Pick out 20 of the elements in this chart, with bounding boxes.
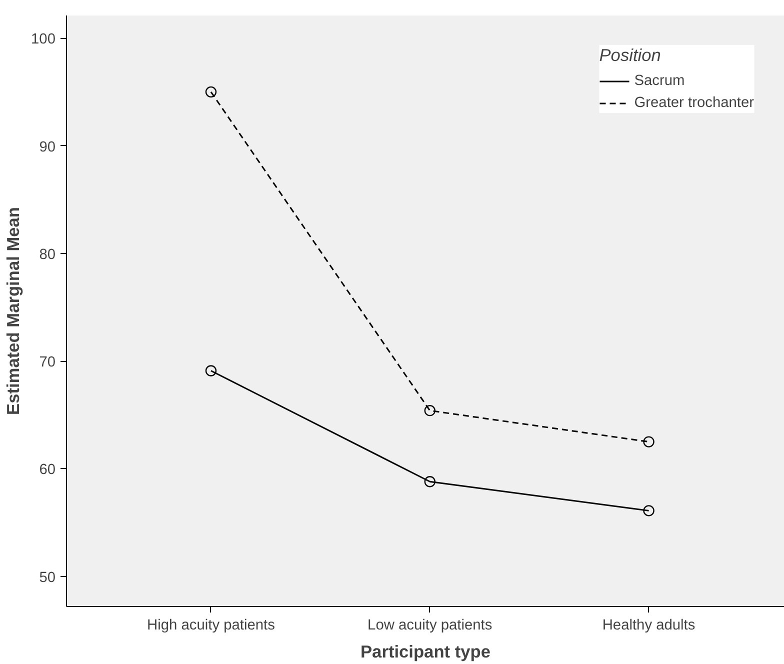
x-tick-label: Low acuity patients — [368, 618, 492, 634]
y-tick-label: 100 — [31, 32, 56, 48]
y-tick-label: 50 — [39, 570, 56, 586]
y-axis-title: Estimated Marginal Mean — [3, 206, 24, 415]
legend-label: Sacrum — [634, 73, 685, 89]
point — [643, 436, 654, 448]
point — [643, 505, 654, 516]
y-tick-label: 60 — [39, 462, 56, 478]
x-tick-label: High acuity patients — [147, 618, 275, 634]
point — [424, 476, 436, 488]
y-tick-label: 90 — [39, 139, 56, 156]
point — [205, 365, 217, 376]
y-tick-label: 70 — [39, 354, 56, 371]
y-tick-label: 80 — [39, 246, 56, 263]
x-axis-title: Participant type — [360, 642, 491, 662]
legend-title: Position — [599, 45, 662, 66]
point — [205, 86, 217, 98]
point — [424, 404, 436, 416]
legend-label: Greater trochanter — [634, 95, 754, 111]
x-tick-label: Healthy adults — [602, 618, 696, 634]
